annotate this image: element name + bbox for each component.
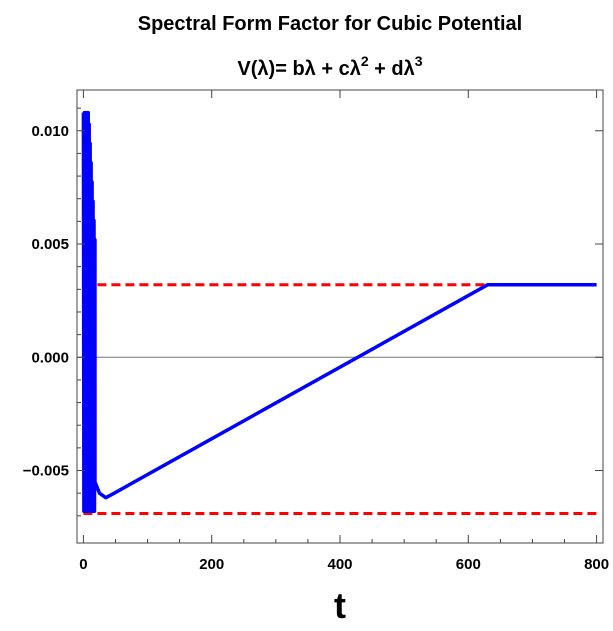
x-tick-label: 200 xyxy=(199,556,224,573)
y-tick-label: 0.000 xyxy=(31,349,69,366)
plot-area xyxy=(77,110,603,516)
y-tick-label: 0.010 xyxy=(31,123,69,140)
chart-title: Spectral Form Factor for Cubic Potential xyxy=(138,13,523,35)
x-tick-label: 400 xyxy=(327,556,352,573)
subtitle-exp-1: 2 xyxy=(361,53,369,69)
x-axis: 0 200 400 600 800 xyxy=(79,90,609,573)
x-tick-label: 0 xyxy=(79,556,87,573)
sff-curve xyxy=(81,110,597,514)
y-axis: −0.005 0.000 0.005 0.010 xyxy=(23,107,603,517)
y-tick-label: 0.005 xyxy=(31,236,69,253)
x-axis-label: t xyxy=(334,585,346,626)
subtitle-exp-2: 3 xyxy=(415,53,423,69)
subtitle-main: V(λ)= bλ + cλ xyxy=(237,58,360,80)
subtitle-mid: + dλ xyxy=(369,58,415,80)
x-tick-label: 600 xyxy=(456,556,481,573)
sff-oscillation-band xyxy=(82,112,89,512)
chart-subtitle: V(λ)= bλ + cλ2 + dλ3 xyxy=(237,53,422,80)
x-tick-label: 800 xyxy=(584,556,609,573)
y-tick-label: −0.005 xyxy=(23,463,69,480)
plot-frame xyxy=(76,89,604,544)
